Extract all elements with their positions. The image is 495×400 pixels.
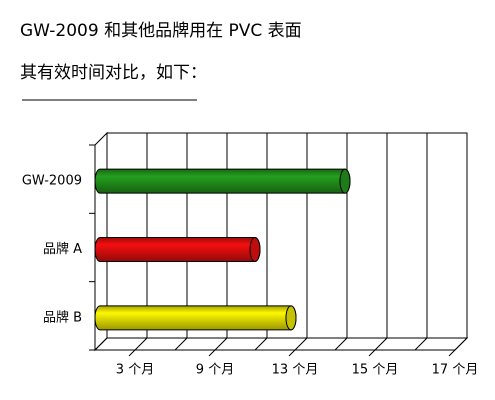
chart-title: GW-2009 和其他品牌用在 PVC 表面 — [20, 21, 302, 41]
minor-grid-line — [454, 133, 468, 351]
x-tick — [368, 349, 376, 357]
bar — [94, 168, 351, 194]
chart-subtitle: 其有效时间对比，如下： — [20, 63, 207, 83]
bar-cap — [249, 237, 261, 262]
minor-grid-line — [294, 133, 308, 351]
x-tick-label: 3 个月 — [116, 363, 154, 378]
floor — [93, 337, 469, 351]
minor-grid-line — [94, 133, 108, 351]
bar — [94, 237, 261, 262]
minor-grid-line — [374, 133, 388, 351]
x-tick — [128, 349, 136, 357]
minor-grid-line — [134, 133, 148, 351]
x-tick — [288, 349, 296, 357]
minor-grid-line — [334, 133, 348, 351]
y-tick-label: 品牌 B — [43, 309, 82, 325]
y-tick-label: 品牌 A — [43, 241, 82, 257]
minor-grid-line — [254, 133, 268, 351]
x-tick-label: 13 个月 — [272, 363, 319, 378]
x-tick-label: 17 个月 — [432, 363, 479, 378]
x-tick — [448, 349, 456, 357]
bar-cap — [285, 305, 297, 331]
bar-cap — [339, 168, 351, 194]
x-tick — [208, 349, 216, 357]
x-tick-label: 9 个月 — [196, 363, 234, 378]
minor-grid-line — [414, 133, 428, 351]
minor-grid-line — [174, 133, 188, 351]
bar — [94, 305, 297, 331]
y-tick-label: GW-2009 — [22, 174, 82, 189]
x-tick-label: 15 个月 — [352, 363, 399, 378]
minor-grid-line — [214, 133, 228, 351]
